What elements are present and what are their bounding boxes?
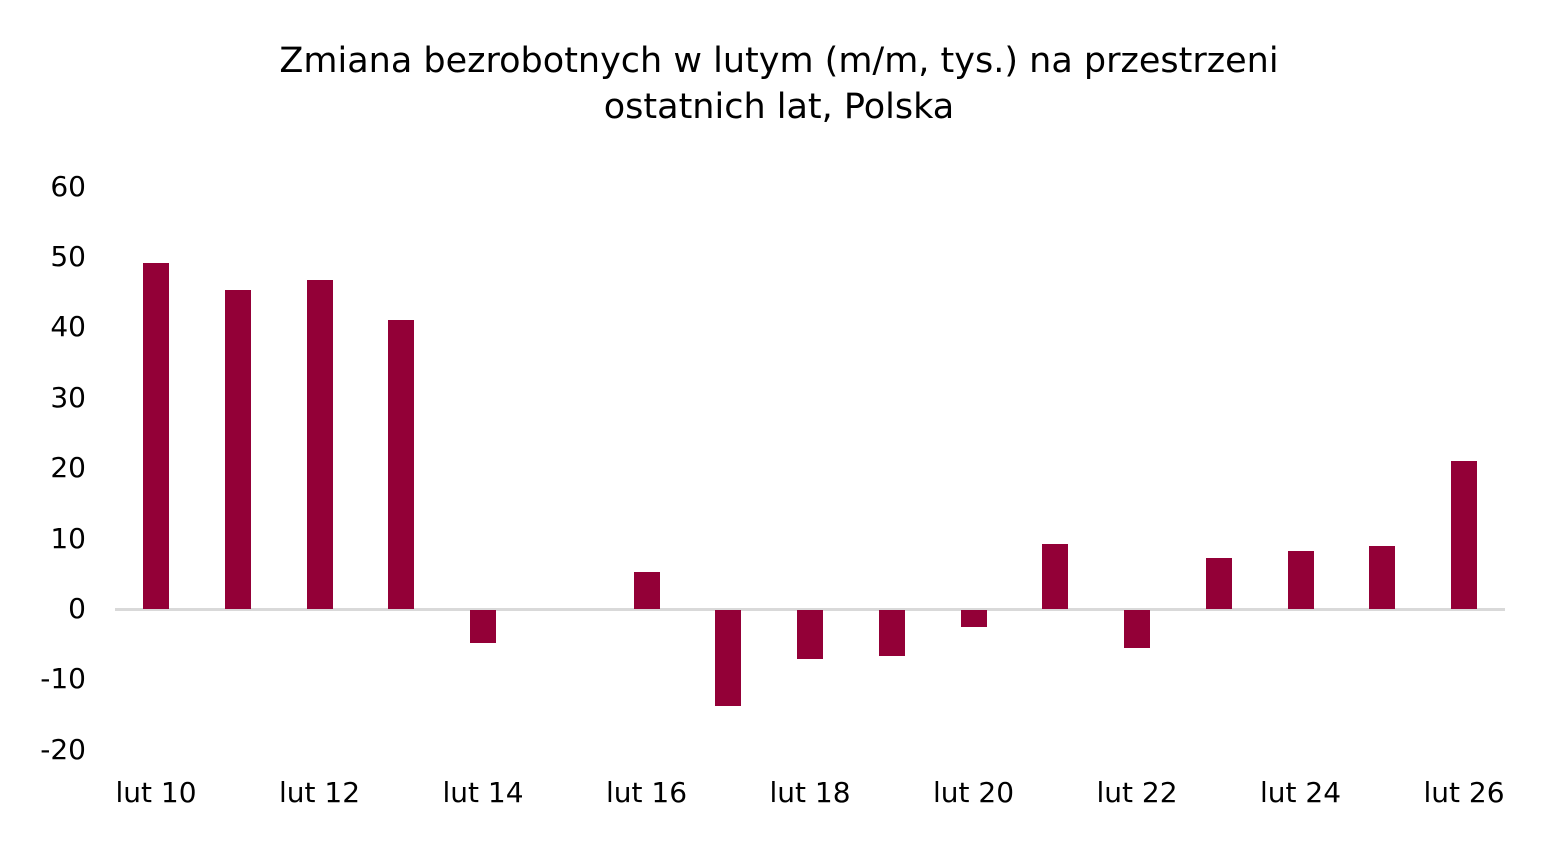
- y-tick-label: 50: [50, 240, 86, 273]
- bar-lut-20: [960, 610, 987, 627]
- x-tick-label: lut 16: [605, 776, 688, 809]
- bar-lut-26: [1451, 461, 1477, 609]
- bar-lut-23: [1205, 558, 1232, 609]
- bar-lut-17: [715, 610, 742, 707]
- bar-lut-24: [1287, 551, 1314, 609]
- bar-lut-13: [388, 320, 415, 609]
- y-tick-label: 60: [50, 169, 86, 203]
- x-tick-label: lut 18: [769, 776, 851, 809]
- x-tick-label: lut 10: [115, 776, 197, 809]
- y-tick-label: 0: [68, 592, 86, 625]
- bar-lut-21: [1042, 544, 1069, 609]
- x-tick-label: lut 24: [1259, 776, 1342, 809]
- y-tick-label: 40: [50, 310, 86, 344]
- x-tick-label: lut 12: [278, 776, 361, 809]
- bar-lut-16: [633, 572, 660, 609]
- y-tick-label: -10: [40, 662, 86, 696]
- bar-lut-19: [878, 610, 905, 656]
- x-tick-label: lut 22: [1096, 776, 1178, 809]
- x-tick-label: lut 14: [442, 776, 524, 809]
- bar-lut-22: [1124, 610, 1150, 649]
- x-tick-label: lut 20: [932, 776, 1015, 809]
- y-tick-label: 10: [50, 521, 86, 555]
- bar-lut-12: [306, 279, 333, 609]
- x-axis-line: [115, 607, 1505, 611]
- bar-lut-14: [470, 610, 496, 644]
- bar-lut-18: [797, 610, 823, 660]
- bar-lut-25: [1369, 545, 1396, 609]
- y-tick-label: 30: [50, 380, 86, 414]
- bar-lut-10: [143, 263, 169, 609]
- bar-lut-11: [224, 290, 251, 609]
- chart-title-line-2: ostatnich lat, Polska: [603, 87, 955, 127]
- chart-title: Zmiana bezrobotnych w lutym (m/m, tys.) …: [0, 38, 1558, 130]
- y-tick-label: -20: [40, 732, 86, 766]
- x-tick-label: lut 26: [1423, 776, 1505, 809]
- chart-title-line-1: Zmiana bezrobotnych w lutym (m/m, tys.) …: [279, 41, 1279, 81]
- y-tick-label: 20: [50, 451, 86, 485]
